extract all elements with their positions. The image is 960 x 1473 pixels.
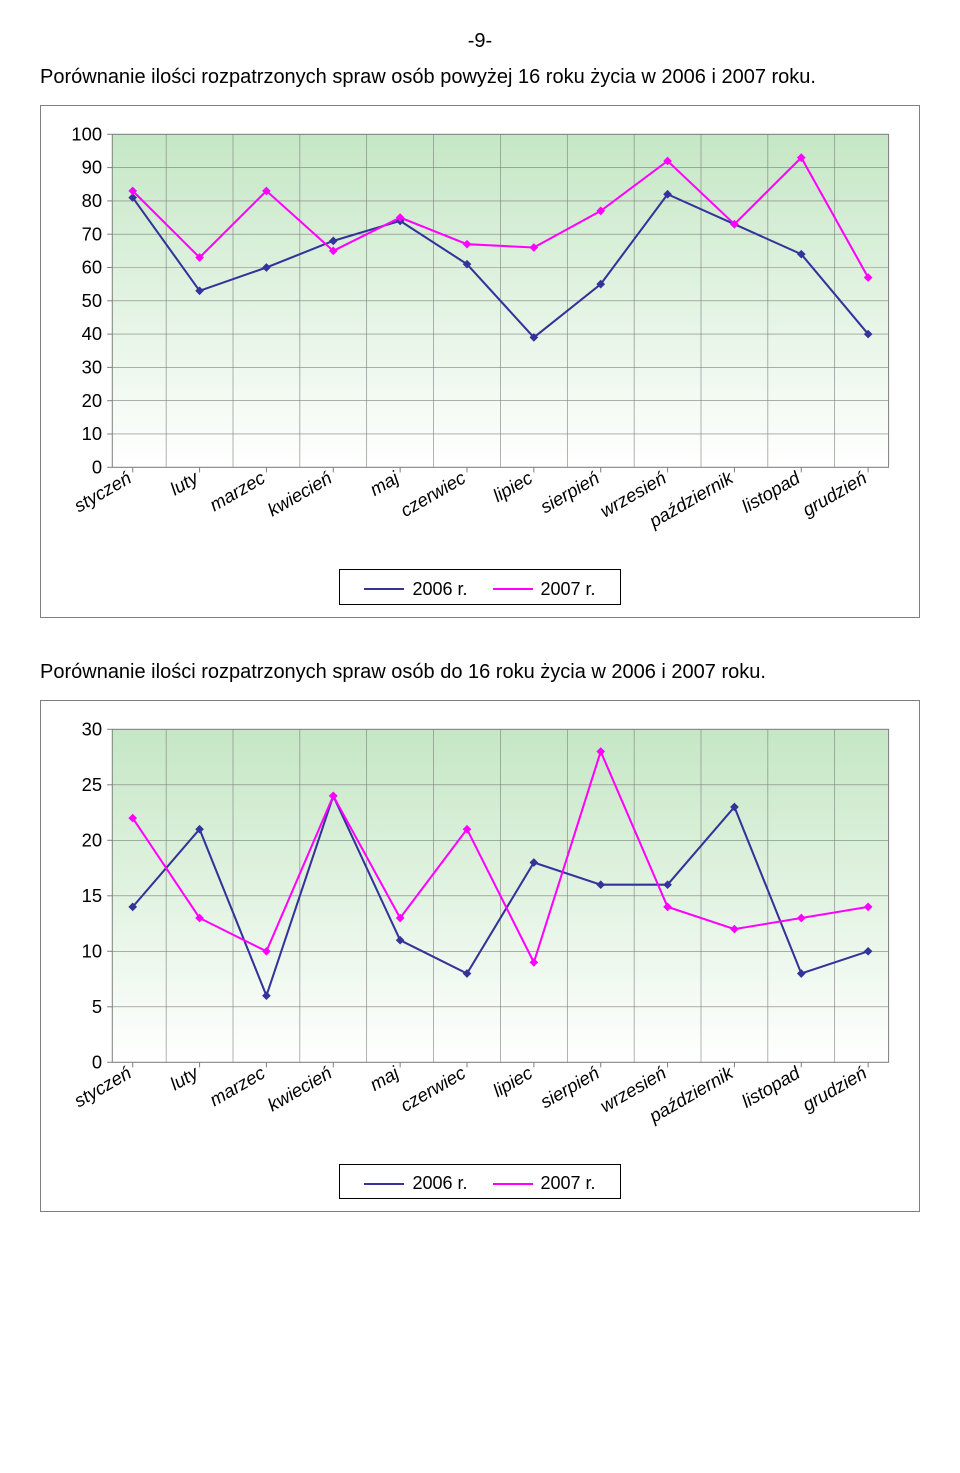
chart2-svg: 0 5 10 15 20 25 30 styczeń lutymarzeckwiecień maj… xyxy=(51,715,909,1144)
svg-text:30: 30 xyxy=(82,357,102,378)
chart2-legend-box: 2006 r. 2007 r. xyxy=(339,1164,620,1200)
svg-text:25: 25 xyxy=(82,773,102,794)
svg-text:kwiecień: kwiecień xyxy=(264,467,336,520)
chart2-caption: Porównanie ilości rozpatrzonych spraw os… xyxy=(40,658,920,686)
svg-text:20: 20 xyxy=(82,390,102,411)
svg-text:marzec: marzec xyxy=(206,467,269,515)
svg-text:sierpień: sierpień xyxy=(536,467,602,517)
svg-text:15: 15 xyxy=(82,884,102,905)
chart1-legend-item-2006: 2006 r. xyxy=(364,579,467,600)
svg-text:40: 40 xyxy=(82,323,102,344)
chart1-legend-box: 2006 r. 2007 r. xyxy=(339,569,620,605)
chart2-legend: 2006 r. 2007 r. xyxy=(51,1164,909,1200)
chart2-container: 0 5 10 15 20 25 30 styczeń lutymarzeckwiecień maj… xyxy=(40,700,920,1213)
svg-text:100: 100 xyxy=(71,123,102,144)
svg-text:luty: luty xyxy=(166,466,203,499)
chart1-legend: 2006 r. 2007 r. xyxy=(51,569,909,605)
chart1-legend-line-2007 xyxy=(493,588,533,590)
svg-text:czerwiec: czerwiec xyxy=(397,467,469,521)
svg-text:listopad: listopad xyxy=(738,1061,804,1111)
svg-text:0: 0 xyxy=(92,456,102,477)
svg-text:10: 10 xyxy=(82,940,102,961)
svg-text:grudzień: grudzień xyxy=(799,1061,871,1114)
svg-text:maj: maj xyxy=(366,1061,403,1094)
svg-text:lipiec: lipiec xyxy=(489,467,536,506)
svg-text:luty: luty xyxy=(166,1060,203,1093)
chart1-legend-label-2006: 2006 r. xyxy=(412,579,467,600)
svg-text:listopad: listopad xyxy=(738,466,804,516)
svg-text:sierpień: sierpień xyxy=(536,1061,602,1111)
svg-text:50: 50 xyxy=(82,290,102,311)
chart2-legend-line-2007 xyxy=(493,1183,533,1185)
svg-text:marzec: marzec xyxy=(206,1061,269,1109)
chart2-legend-label-2007: 2007 r. xyxy=(541,1173,596,1194)
chart2-legend-line-2006 xyxy=(364,1183,404,1185)
svg-text:10: 10 xyxy=(82,423,102,444)
chart1-container: 0 10 20 30 40 50 60 70 80 90 100 styczeń lutymarzeck… xyxy=(40,105,920,618)
svg-text:90: 90 xyxy=(82,157,102,178)
svg-text:60: 60 xyxy=(82,257,102,278)
svg-text:70: 70 xyxy=(82,223,102,244)
svg-text:maj: maj xyxy=(366,466,403,499)
chart2-legend-item-2006: 2006 r. xyxy=(364,1173,467,1194)
svg-text:styczeń: styczeń xyxy=(70,1061,134,1110)
chart1-legend-label-2007: 2007 r. xyxy=(541,579,596,600)
chart2-legend-item-2007: 2007 r. xyxy=(493,1173,596,1194)
svg-text:styczeń: styczeń xyxy=(70,467,134,516)
svg-text:5: 5 xyxy=(92,995,102,1016)
page-number: -9- xyxy=(40,30,920,53)
svg-text:0: 0 xyxy=(92,1051,102,1072)
chart2-legend-label-2006: 2006 r. xyxy=(412,1173,467,1194)
chart1-svg: 0 10 20 30 40 50 60 70 80 90 100 styczeń lutymarzeck… xyxy=(51,120,909,549)
svg-text:lipiec: lipiec xyxy=(489,1061,536,1100)
svg-text:kwiecień: kwiecień xyxy=(264,1061,336,1114)
chart1-legend-item-2007: 2007 r. xyxy=(493,579,596,600)
svg-text:80: 80 xyxy=(82,190,102,211)
svg-text:30: 30 xyxy=(82,718,102,739)
svg-text:20: 20 xyxy=(82,829,102,850)
chart1-caption: Porównanie ilości rozpatrzonych spraw os… xyxy=(40,63,920,91)
svg-text:grudzień: grudzień xyxy=(799,467,871,520)
svg-text:czerwiec: czerwiec xyxy=(397,1061,469,1115)
chart1-legend-line-2006 xyxy=(364,588,404,590)
